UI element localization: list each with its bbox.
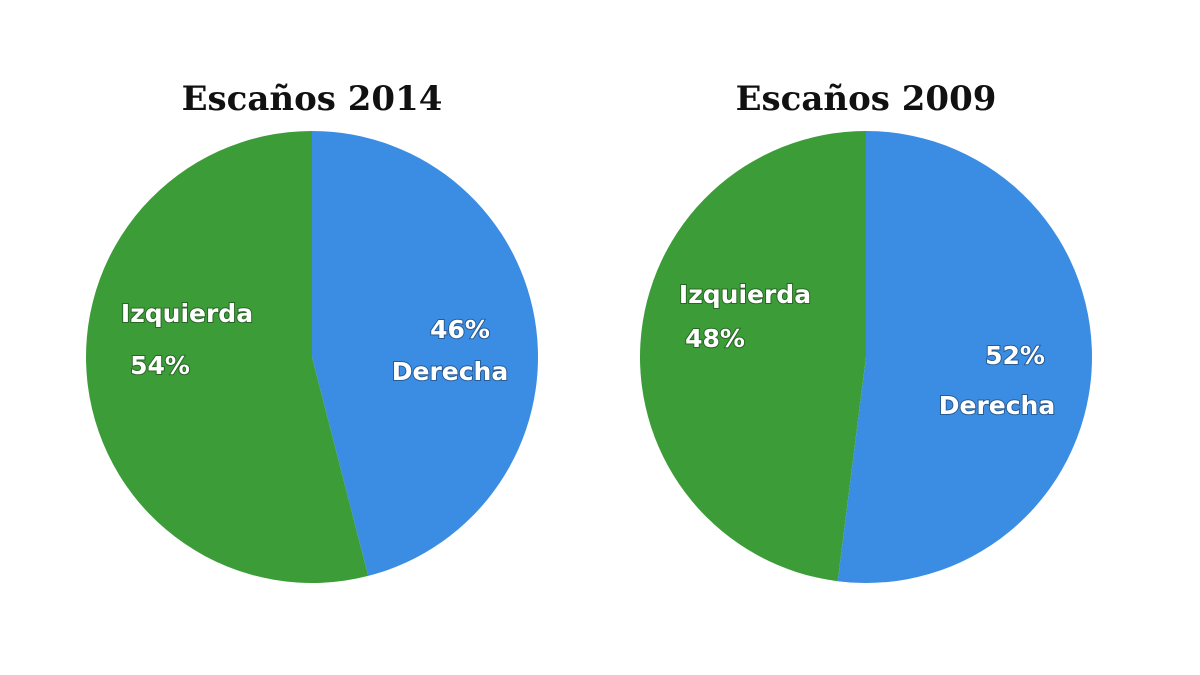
pie-slice — [86, 131, 369, 583]
value-label: 54% — [130, 351, 190, 380]
value-label: 48% — [685, 324, 745, 353]
chart-title: Escaños 2009 — [736, 79, 997, 119]
pie-slice — [837, 131, 1092, 583]
chart-title: Escaños 2014 — [182, 79, 443, 119]
slice-label: Izquierda — [121, 299, 253, 328]
value-label: 52% — [985, 341, 1045, 370]
value-label: 46% — [430, 315, 490, 344]
slice-label: Derecha — [939, 391, 1055, 420]
pie-slice — [639, 131, 866, 582]
slice-label: Izquierda — [679, 280, 811, 309]
pie-slice — [312, 131, 539, 576]
slice-label: Derecha — [392, 357, 508, 386]
